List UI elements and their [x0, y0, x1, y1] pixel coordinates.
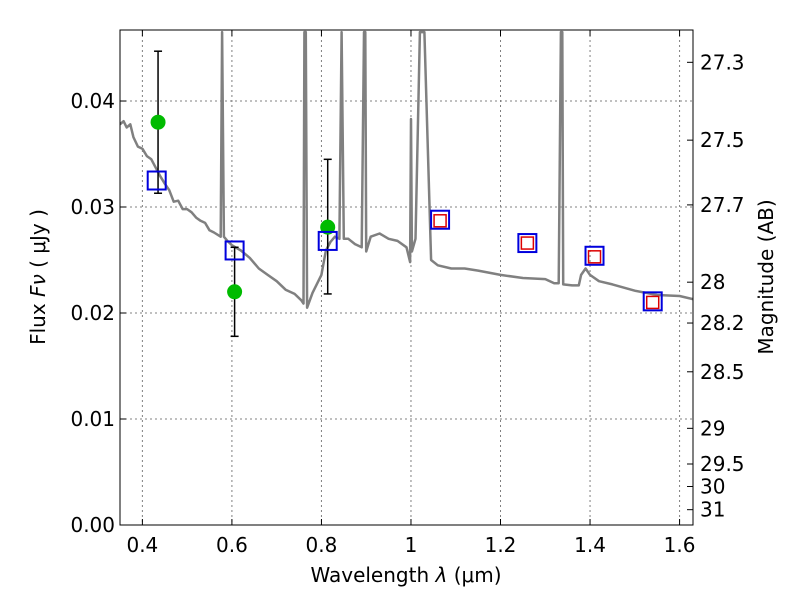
model-photometry-square [224, 240, 245, 261]
y-axis-label: Flux Fν ( μJy ) [26, 209, 50, 345]
observed-point [320, 219, 336, 235]
model-photometry-square [517, 233, 538, 254]
x-axis-label: Wavelength λ (μm) [310, 563, 501, 587]
y2-tick-label: 29.5 [700, 452, 745, 476]
y2-tick-label: 28.5 [700, 360, 745, 384]
predicted-square [520, 236, 535, 250]
predicted-square [433, 214, 447, 228]
model-photometry-square [642, 291, 663, 312]
x-tick-label: 0.4 [126, 533, 158, 557]
y-tick-label: 0.00 [70, 513, 115, 537]
model-photometry-square [317, 230, 338, 251]
y-tick-label: 0.03 [70, 195, 115, 219]
y2-tick-label: 27.7 [700, 193, 745, 217]
y2-tick-label: 28 [700, 270, 725, 294]
observed-point [150, 114, 166, 130]
y-tick-label: 0.01 [70, 407, 115, 431]
predicted-square [645, 295, 660, 310]
y2-tick-label: 29 [700, 416, 725, 440]
x-tick-label: 1 [405, 533, 418, 557]
y2-tick-label: 27.3 [700, 50, 745, 74]
x-tick-label: 0.8 [306, 533, 338, 557]
model-sed-line [120, 30, 693, 309]
predicted-square [587, 250, 602, 264]
y2-axis-label: Magnitude (AB) [754, 199, 778, 354]
plot-frame [119, 29, 694, 526]
y2-tick-label: 31 [700, 498, 725, 522]
x-tick-label: 0.6 [216, 533, 248, 557]
x-tick-label: 1.4 [574, 533, 606, 557]
y2-tick-label: 28.2 [700, 311, 745, 335]
y2-tick-label: 30 [700, 475, 725, 499]
model-photometry-square [430, 209, 451, 230]
x-tick-label: 1.2 [485, 533, 517, 557]
axis-ticks: 0.4 0.6 0.8 1 1.2 1.4 1.6 0.00 0.01 0.02 0.03 0.04 2… [70, 30, 745, 557]
observed-point [227, 284, 243, 300]
y-tick-label: 0.02 [70, 301, 115, 325]
model-photometry-square [584, 245, 605, 266]
model-photometry-square [146, 170, 167, 191]
y-tick-label: 0.04 [70, 89, 115, 113]
plot-area [120, 30, 693, 338]
y2-tick-label: 27.5 [700, 128, 745, 152]
x-tick-label: 1.6 [664, 533, 696, 557]
